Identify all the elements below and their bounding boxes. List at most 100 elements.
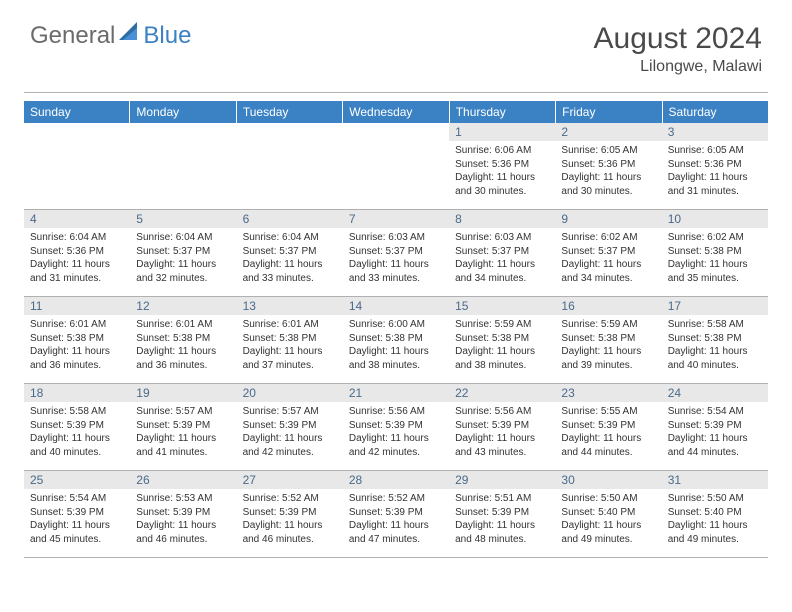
day-number: 20	[237, 384, 343, 402]
sunrise-line: Sunrise: 6:03 AM	[455, 231, 549, 245]
sunset-line: Sunset: 5:36 PM	[668, 158, 762, 172]
sunset-line: Sunset: 5:37 PM	[136, 245, 230, 259]
calendar-week: 25Sunrise: 5:54 AMSunset: 5:39 PMDayligh…	[24, 471, 768, 558]
day-cell: 9Sunrise: 6:02 AMSunset: 5:37 PMDaylight…	[555, 210, 661, 296]
daylight-line: Daylight: 11 hours and 31 minutes.	[668, 171, 762, 198]
day-body: Sunrise: 5:54 AMSunset: 5:39 PMDaylight:…	[24, 489, 130, 552]
sunset-line: Sunset: 5:36 PM	[455, 158, 549, 172]
column-header: Wednesday	[343, 101, 449, 123]
day-number: 6	[237, 210, 343, 228]
sunrise-line: Sunrise: 5:57 AM	[136, 405, 230, 419]
daylight-line: Daylight: 11 hours and 30 minutes.	[455, 171, 549, 198]
sunset-line: Sunset: 5:39 PM	[455, 419, 549, 433]
day-body: Sunrise: 5:57 AMSunset: 5:39 PMDaylight:…	[130, 402, 236, 465]
sunrise-line: Sunrise: 5:50 AM	[668, 492, 762, 506]
daylight-line: Daylight: 11 hours and 44 minutes.	[561, 432, 655, 459]
day-body: Sunrise: 5:52 AMSunset: 5:39 PMDaylight:…	[237, 489, 343, 552]
day-cell: 5Sunrise: 6:04 AMSunset: 5:37 PMDaylight…	[130, 210, 236, 296]
day-cell: 2Sunrise: 6:05 AMSunset: 5:36 PMDaylight…	[555, 123, 661, 209]
sunset-line: Sunset: 5:39 PM	[30, 506, 124, 520]
sunrise-line: Sunrise: 6:02 AM	[561, 231, 655, 245]
day-cell: 31Sunrise: 5:50 AMSunset: 5:40 PMDayligh…	[662, 471, 768, 557]
daylight-line: Daylight: 11 hours and 40 minutes.	[668, 345, 762, 372]
day-cell: 25Sunrise: 5:54 AMSunset: 5:39 PMDayligh…	[24, 471, 130, 557]
sunrise-line: Sunrise: 6:04 AM	[243, 231, 337, 245]
sunrise-line: Sunrise: 5:57 AM	[243, 405, 337, 419]
sunset-line: Sunset: 5:36 PM	[561, 158, 655, 172]
day-body: Sunrise: 5:56 AMSunset: 5:39 PMDaylight:…	[449, 402, 555, 465]
sunrise-line: Sunrise: 5:54 AM	[668, 405, 762, 419]
day-body: Sunrise: 5:59 AMSunset: 5:38 PMDaylight:…	[555, 315, 661, 378]
day-cell: 17Sunrise: 5:58 AMSunset: 5:38 PMDayligh…	[662, 297, 768, 383]
daylight-line: Daylight: 11 hours and 39 minutes.	[561, 345, 655, 372]
daylight-line: Daylight: 11 hours and 49 minutes.	[668, 519, 762, 546]
daylight-line: Daylight: 11 hours and 43 minutes.	[455, 432, 549, 459]
sunrise-line: Sunrise: 6:04 AM	[136, 231, 230, 245]
page-title: August 2024	[594, 22, 762, 56]
day-body: Sunrise: 5:52 AMSunset: 5:39 PMDaylight:…	[343, 489, 449, 552]
day-number: 14	[343, 297, 449, 315]
day-cell	[130, 123, 236, 209]
day-cell: 30Sunrise: 5:50 AMSunset: 5:40 PMDayligh…	[555, 471, 661, 557]
sunrise-line: Sunrise: 5:59 AM	[455, 318, 549, 332]
day-cell: 21Sunrise: 5:56 AMSunset: 5:39 PMDayligh…	[343, 384, 449, 470]
day-number: 30	[555, 471, 661, 489]
day-number: 31	[662, 471, 768, 489]
daylight-line: Daylight: 11 hours and 30 minutes.	[561, 171, 655, 198]
day-cell: 26Sunrise: 5:53 AMSunset: 5:39 PMDayligh…	[130, 471, 236, 557]
header: General Blue August 2024 Lilongwe, Malaw…	[0, 0, 792, 86]
day-cell	[24, 123, 130, 209]
sunset-line: Sunset: 5:36 PM	[30, 245, 124, 259]
daylight-line: Daylight: 11 hours and 38 minutes.	[455, 345, 549, 372]
day-body: Sunrise: 6:03 AMSunset: 5:37 PMDaylight:…	[449, 228, 555, 291]
day-body: Sunrise: 6:04 AMSunset: 5:36 PMDaylight:…	[24, 228, 130, 291]
sunrise-line: Sunrise: 5:53 AM	[136, 492, 230, 506]
sunrise-line: Sunrise: 6:01 AM	[136, 318, 230, 332]
daylight-line: Daylight: 11 hours and 48 minutes.	[455, 519, 549, 546]
day-cell: 3Sunrise: 6:05 AMSunset: 5:36 PMDaylight…	[662, 123, 768, 209]
day-cell: 12Sunrise: 6:01 AMSunset: 5:38 PMDayligh…	[130, 297, 236, 383]
day-body: Sunrise: 5:53 AMSunset: 5:39 PMDaylight:…	[130, 489, 236, 552]
day-cell: 7Sunrise: 6:03 AMSunset: 5:37 PMDaylight…	[343, 210, 449, 296]
day-number: 19	[130, 384, 236, 402]
day-body: Sunrise: 5:59 AMSunset: 5:38 PMDaylight:…	[449, 315, 555, 378]
daylight-line: Daylight: 11 hours and 46 minutes.	[243, 519, 337, 546]
sunset-line: Sunset: 5:38 PM	[668, 332, 762, 346]
day-cell: 6Sunrise: 6:04 AMSunset: 5:37 PMDaylight…	[237, 210, 343, 296]
calendar: SundayMondayTuesdayWednesdayThursdayFrid…	[24, 101, 768, 558]
daylight-line: Daylight: 11 hours and 35 minutes.	[668, 258, 762, 285]
column-headers: SundayMondayTuesdayWednesdayThursdayFrid…	[24, 101, 768, 123]
day-number: 10	[662, 210, 768, 228]
column-header: Sunday	[24, 101, 130, 123]
sunset-line: Sunset: 5:37 PM	[349, 245, 443, 259]
day-cell: 13Sunrise: 6:01 AMSunset: 5:38 PMDayligh…	[237, 297, 343, 383]
sunset-line: Sunset: 5:38 PM	[668, 245, 762, 259]
day-number: 8	[449, 210, 555, 228]
day-number: 16	[555, 297, 661, 315]
sunrise-line: Sunrise: 5:56 AM	[455, 405, 549, 419]
sunset-line: Sunset: 5:38 PM	[349, 332, 443, 346]
day-number: 12	[130, 297, 236, 315]
sunset-line: Sunset: 5:38 PM	[30, 332, 124, 346]
day-body: Sunrise: 6:06 AMSunset: 5:36 PMDaylight:…	[449, 141, 555, 204]
day-number: 24	[662, 384, 768, 402]
daylight-line: Daylight: 11 hours and 40 minutes.	[30, 432, 124, 459]
sunset-line: Sunset: 5:38 PM	[455, 332, 549, 346]
column-header: Tuesday	[237, 101, 343, 123]
header-rule	[24, 92, 768, 93]
sunrise-line: Sunrise: 5:52 AM	[349, 492, 443, 506]
day-body: Sunrise: 6:02 AMSunset: 5:37 PMDaylight:…	[555, 228, 661, 291]
sunrise-line: Sunrise: 5:55 AM	[561, 405, 655, 419]
day-number: 28	[343, 471, 449, 489]
day-body: Sunrise: 6:04 AMSunset: 5:37 PMDaylight:…	[237, 228, 343, 291]
sunset-line: Sunset: 5:39 PM	[136, 419, 230, 433]
logo-text-general: General	[30, 22, 115, 50]
column-header: Friday	[556, 101, 662, 123]
sunset-line: Sunset: 5:38 PM	[243, 332, 337, 346]
logo-sail-icon	[119, 22, 141, 47]
sunset-line: Sunset: 5:39 PM	[349, 506, 443, 520]
day-cell: 4Sunrise: 6:04 AMSunset: 5:36 PMDaylight…	[24, 210, 130, 296]
daylight-line: Daylight: 11 hours and 32 minutes.	[136, 258, 230, 285]
day-body: Sunrise: 5:50 AMSunset: 5:40 PMDaylight:…	[662, 489, 768, 552]
day-cell: 19Sunrise: 5:57 AMSunset: 5:39 PMDayligh…	[130, 384, 236, 470]
